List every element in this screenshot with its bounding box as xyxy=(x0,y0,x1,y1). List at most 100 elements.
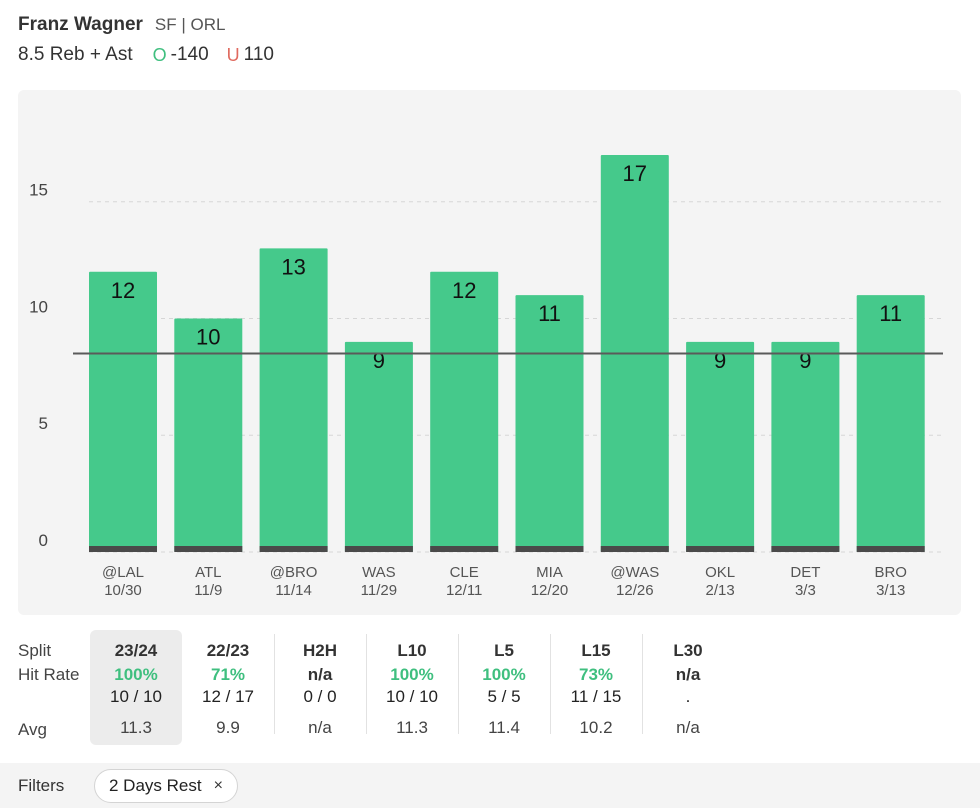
split-avg: 9.9 xyxy=(216,718,240,737)
bar-base xyxy=(856,546,925,552)
x-tick-label: ATL xyxy=(195,564,221,581)
split-record: 10 / 10 xyxy=(110,687,162,706)
split-record: 12 / 17 xyxy=(202,687,254,706)
split-name: L15 xyxy=(581,641,611,660)
player-row: Franz Wagner SF | ORL xyxy=(18,14,292,36)
x-date-label: 3/3 xyxy=(795,582,816,599)
bar-value-label: 9 xyxy=(799,348,811,373)
split-name: L5 xyxy=(494,641,514,660)
x-tick-label: BRO xyxy=(874,564,907,581)
split-record: . xyxy=(685,687,691,706)
bar-base xyxy=(600,546,669,552)
x-date-label: 12/20 xyxy=(531,582,569,599)
bar-base xyxy=(430,546,499,552)
x-date-label: 3/13 xyxy=(876,582,905,599)
split-hit-rate: 73% xyxy=(578,665,614,684)
bar xyxy=(856,295,925,552)
split-column-h2h[interactable]: H2H n/a 0 / 0 n/a xyxy=(274,630,366,745)
over-odds-value: -140 xyxy=(170,44,209,65)
column-divider xyxy=(366,634,367,734)
split-name: H2H xyxy=(302,641,337,660)
split-record: 5 / 5 xyxy=(487,687,521,706)
column-divider xyxy=(274,634,275,734)
y-tick-label: 10 xyxy=(29,297,48,316)
split-hit-rate: 71% xyxy=(210,665,246,684)
split-hit-rate: n/a xyxy=(675,665,701,684)
player-name: Franz Wagner xyxy=(18,14,143,35)
bar-value-label: 11 xyxy=(538,301,561,326)
column-divider xyxy=(550,634,551,734)
x-tick-label: WAS xyxy=(362,564,396,581)
split-avg: n/a xyxy=(676,718,700,737)
x-date-label: 11/14 xyxy=(275,582,311,599)
bar xyxy=(430,271,499,552)
bar-value-label: 9 xyxy=(714,348,726,373)
under-odds-value: 110 xyxy=(243,44,274,65)
under-icon: U xyxy=(226,44,240,65)
split-column-l5[interactable]: L5 100% 5 / 5 11.4 xyxy=(458,630,550,745)
split-column-2223[interactable]: 22/23 71% 12 / 17 9.9 xyxy=(182,630,274,745)
filter-chip-days-rest[interactable]: 2 Days Rest × xyxy=(94,769,238,803)
bar-base xyxy=(89,546,157,552)
split-column-2324[interactable]: 23/24 100% 10 / 10 11.3 xyxy=(90,630,182,745)
split-hit-rate: 100% xyxy=(390,665,434,684)
bar xyxy=(89,271,157,552)
filters-bar: Filters 2 Days Rest × xyxy=(0,763,980,808)
bar xyxy=(686,341,755,552)
bar-value-label: 10 xyxy=(196,324,220,349)
y-tick-label: 15 xyxy=(29,181,48,200)
y-tick-label: 5 xyxy=(39,414,48,433)
bar-value-label: 11 xyxy=(879,301,902,326)
bar-value-label: 9 xyxy=(373,348,385,373)
x-tick-label: OKL xyxy=(705,564,735,581)
split-name: L10 xyxy=(397,641,427,660)
x-tick-label: CLE xyxy=(450,564,479,581)
bar-value-label: 13 xyxy=(281,254,305,279)
game-log-chart: 0 5 10 15 12 @LAL 10/30 10 ATL 11/9 13 @BRO 11/14 9 WA… xyxy=(18,90,961,615)
x-tick-label: DET xyxy=(790,564,820,581)
filters-label: Filters xyxy=(18,776,65,795)
x-tick-label: @LAL xyxy=(102,564,144,581)
filter-chip-label: 2 Days Rest xyxy=(109,776,202,795)
bar xyxy=(515,295,584,552)
split-avg: n/a xyxy=(308,718,332,737)
split-hit-rate: n/a xyxy=(307,665,333,684)
split-hit-rate: 100% xyxy=(482,665,526,684)
split-hit-rate: 100% xyxy=(114,665,158,684)
bar-value-label: 12 xyxy=(111,278,135,303)
x-date-label: 2/13 xyxy=(705,582,734,599)
bar xyxy=(344,341,413,552)
over-odds[interactable]: O -140 xyxy=(153,44,209,66)
header: Franz Wagner SF | ORL 8.5 Reb + Ast O -1… xyxy=(18,14,292,66)
split-name: 23/24 xyxy=(114,641,158,660)
x-date-label: 12/26 xyxy=(616,582,654,599)
x-date-label: 11/9 xyxy=(194,582,222,599)
bar xyxy=(259,248,328,552)
x-tick-label: @WAS xyxy=(610,564,659,581)
under-odds[interactable]: U 110 xyxy=(227,44,274,66)
split-name: 22/23 xyxy=(206,641,250,660)
split-avg: 10.2 xyxy=(579,718,613,737)
prop-label: 8.5 Reb + Ast xyxy=(18,44,133,65)
split-column-l15[interactable]: L15 73% 11 / 15 10.2 xyxy=(550,630,642,745)
split-column-l30[interactable]: L30 n/a. n/a xyxy=(642,630,734,745)
player-team: SF | ORL xyxy=(154,15,226,34)
split-avg: 11.4 xyxy=(488,718,520,737)
split-record: 11 / 15 xyxy=(570,687,622,706)
split-column-l10[interactable]: L10 100% 10 / 10 11.3 xyxy=(366,630,458,745)
split-avg: 11.3 xyxy=(396,718,428,737)
bar xyxy=(174,318,243,552)
split-record: 10 / 10 xyxy=(386,687,438,706)
close-icon[interactable]: × xyxy=(213,777,223,794)
x-date-label: 10/30 xyxy=(104,582,142,599)
bar xyxy=(771,341,840,552)
bar-value-label: 12 xyxy=(452,278,476,303)
split-avg: 11.3 xyxy=(120,718,152,737)
prop-row: 8.5 Reb + Ast O -140 U 110 xyxy=(18,44,292,66)
split-record: 0 / 0 xyxy=(303,687,337,706)
y-tick-label: 0 xyxy=(39,531,48,550)
split-name: L30 xyxy=(673,641,703,660)
column-divider xyxy=(642,634,643,734)
column-divider xyxy=(458,634,459,734)
